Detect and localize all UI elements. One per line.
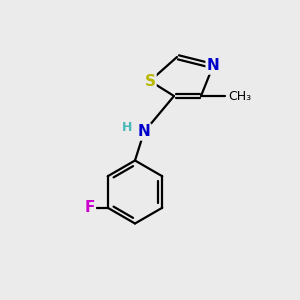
Text: S: S: [145, 74, 155, 88]
Text: N: N: [138, 124, 150, 140]
Text: CH₃: CH₃: [228, 89, 251, 103]
Text: N: N: [207, 58, 219, 74]
Text: F: F: [85, 200, 95, 215]
Text: H: H: [122, 121, 133, 134]
